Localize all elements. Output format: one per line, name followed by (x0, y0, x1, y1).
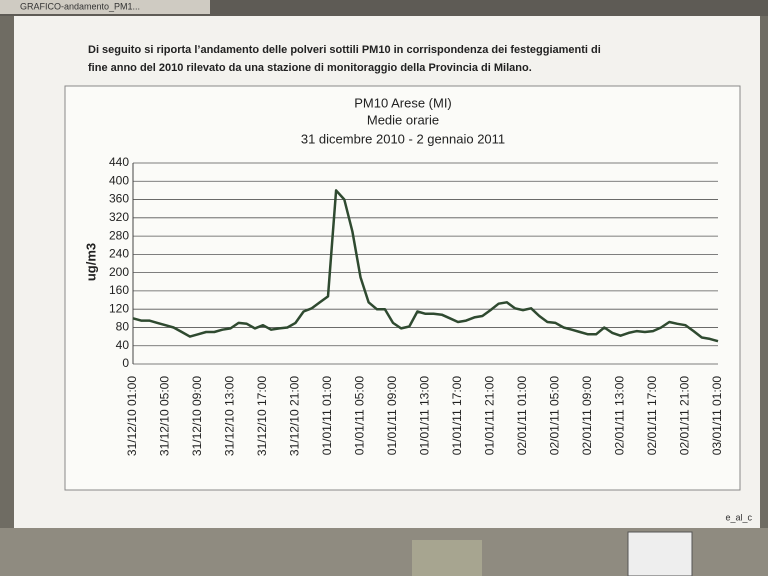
y-tick-label: 0 (122, 356, 129, 370)
x-tick-label: 31/12/10 05:00 (158, 376, 172, 456)
chart-subtitle: 31 dicembre 2010 - 2 gennaio 2011 (301, 131, 505, 146)
y-tick-label: 80 (116, 320, 130, 334)
document-text: fine anno del 2010 rilevato da una stazi… (88, 62, 532, 74)
x-tick-label: 31/12/10 21:00 (288, 376, 302, 456)
chart-title: PM10 Arese (MI) (354, 95, 452, 110)
thumbnail[interactable] (627, 531, 693, 576)
x-tick-label: 02/01/11 05:00 (548, 376, 562, 456)
tab-title: GRAFICO-andamento_PM1... (20, 1, 140, 11)
x-tick-label: 31/12/10 09:00 (190, 376, 204, 456)
x-tick-label: 03/01/11 01:00 (710, 376, 724, 456)
x-tick-label: 01/01/11 13:00 (418, 376, 432, 456)
x-tick-label: 02/01/11 09:00 (580, 376, 594, 456)
x-tick-label: 01/01/11 01:00 (320, 376, 334, 456)
y-tick-label: 120 (109, 301, 129, 315)
y-tick-label: 320 (109, 210, 129, 224)
x-tick-label: 02/01/11 21:00 (678, 376, 692, 456)
x-tick-label: 01/01/11 05:00 (353, 376, 367, 456)
document-text: Di seguito si riporta l’andamento delle … (88, 44, 601, 56)
x-tick-label: 02/01/11 13:00 (613, 376, 627, 456)
x-tick-label: 31/12/10 17:00 (255, 376, 269, 456)
data-line (132, 189, 719, 343)
chart-subtitle: Medie orarie (367, 112, 439, 127)
x-tick-label: 02/01/11 01:00 (515, 376, 529, 456)
x-tick-label: 31/12/10 13:00 (223, 376, 237, 456)
x-tick-label: 01/01/11 17:00 (450, 376, 464, 456)
footer-text: e_al_c (725, 512, 752, 522)
y-tick-label: 400 (109, 173, 129, 187)
y-tick-label: 280 (109, 228, 129, 242)
tab[interactable] (0, 0, 210, 14)
y-axis-label: ug/m3 (83, 243, 98, 281)
y-tick-label: 240 (109, 247, 129, 261)
thumbnail[interactable] (412, 540, 482, 576)
chart-frame (64, 85, 741, 491)
y-tick-label: 40 (116, 338, 130, 352)
y-tick-label: 440 (109, 155, 129, 169)
x-tick-label: 01/01/11 21:00 (483, 376, 497, 456)
y-tick-label: 360 (109, 192, 129, 206)
x-tick-label: 01/01/11 09:00 (385, 376, 399, 456)
y-tick-label: 200 (109, 265, 129, 279)
x-tick-label: 02/01/11 17:00 (645, 376, 659, 456)
y-tick-label: 160 (109, 283, 129, 297)
x-tick-label: 31/12/10 01:00 (125, 376, 139, 456)
